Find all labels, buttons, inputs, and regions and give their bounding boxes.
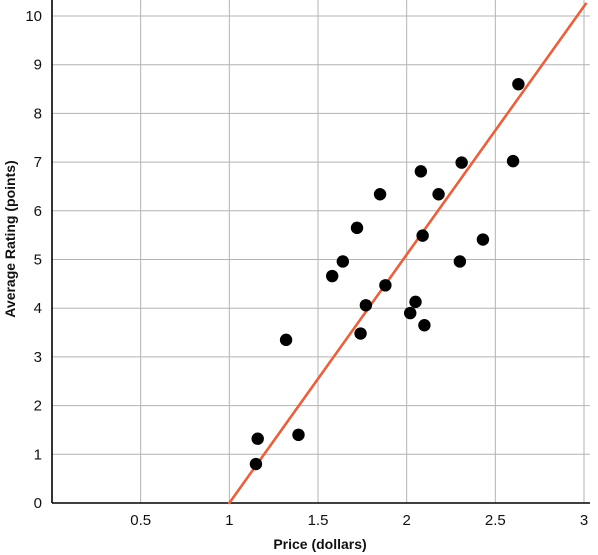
y-axis-title: Average Rating (points) — [2, 160, 18, 317]
data-point — [418, 319, 431, 332]
x-axis-title: Price (dollars) — [273, 536, 366, 552]
data-point — [279, 333, 293, 347]
data-point — [414, 165, 428, 178]
x-tick-label: 0.5 — [130, 512, 151, 529]
data-point — [404, 306, 417, 320]
x-tick-label: 1 — [225, 512, 233, 529]
y-tick-label: 6 — [34, 203, 42, 220]
x-tick-label: 2.5 — [485, 512, 506, 529]
y-tick-label: 5 — [34, 252, 42, 269]
x-tick-label: 1.5 — [308, 512, 329, 529]
data-point — [512, 77, 525, 91]
y-tick-label: 4 — [34, 300, 42, 317]
data-point — [373, 188, 387, 201]
data-point — [359, 299, 373, 312]
grid — [52, 0, 590, 503]
x-tick-label: 2 — [402, 512, 410, 529]
data-point — [416, 229, 429, 242]
trend-line — [228, 2, 588, 505]
data-points — [249, 77, 525, 471]
y-tick-label: 2 — [34, 398, 42, 415]
data-point — [379, 279, 392, 292]
data-point — [455, 156, 468, 169]
tick-labels: 0.5 1 1.5 2 2.5 3 0 1 2 3 4 5 6 7 8 9 10 — [25, 8, 588, 529]
data-point — [476, 233, 490, 246]
data-point — [432, 188, 445, 201]
data-point — [325, 269, 339, 283]
y-tick-label: 10 — [25, 8, 42, 25]
fit-line-group — [228, 2, 588, 505]
data-point — [409, 295, 422, 309]
y-tick-label: 1 — [34, 446, 42, 463]
data-point — [506, 154, 520, 168]
y-tick-label: 9 — [34, 57, 42, 74]
y-tick-label: 3 — [34, 349, 42, 366]
axes — [51, 0, 590, 504]
data-point — [354, 327, 367, 340]
data-point — [336, 255, 350, 268]
data-point — [249, 457, 263, 471]
y-tick-label: 0 — [34, 495, 42, 512]
data-point — [292, 428, 305, 442]
data-point — [350, 221, 364, 235]
y-tick-label: 8 — [34, 105, 42, 122]
data-point — [251, 432, 264, 445]
y-tick-label: 7 — [34, 154, 42, 171]
data-point — [453, 255, 467, 268]
x-tick-label: 3 — [580, 512, 588, 529]
